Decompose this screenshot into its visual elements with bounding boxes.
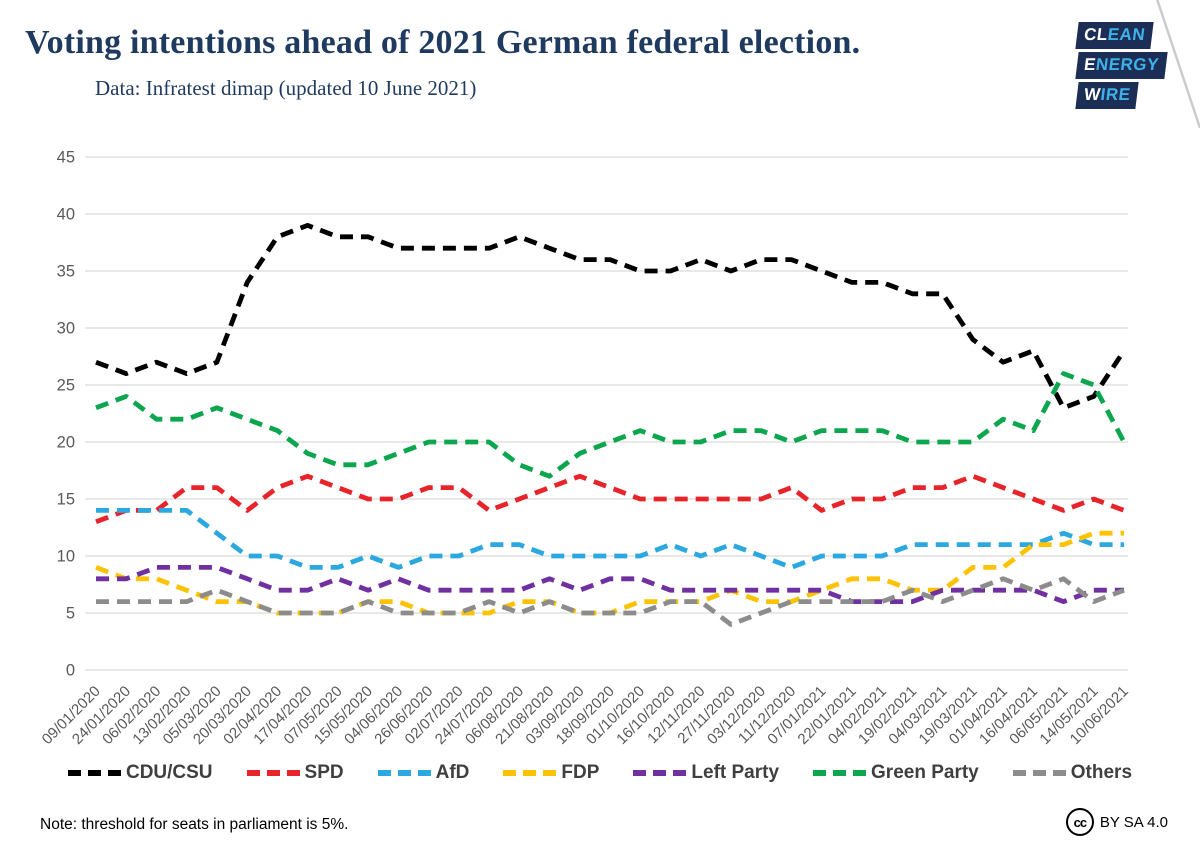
- legend-item-left-party: Left Party: [633, 762, 779, 784]
- page-title: Voting intentions ahead of 2021 German f…: [25, 24, 861, 61]
- legend-item-spd: SPD: [246, 762, 344, 784]
- y-tick-label: 25: [57, 377, 75, 395]
- logo-rest-letters: IRE: [1099, 85, 1132, 104]
- logo-line-2: WIRE: [1075, 82, 1140, 109]
- legend-dash-swatch: [1012, 770, 1069, 776]
- license-label: BY SA 4.0: [1099, 813, 1168, 831]
- creative-commons-icon: cc: [1065, 808, 1094, 836]
- legend-label: Green Party: [871, 762, 979, 783]
- y-tick-label: 5: [66, 605, 75, 623]
- series-line-afd: [96, 507, 1124, 570]
- y-tick-label: 40: [57, 206, 75, 224]
- legend-dash-swatch: [503, 770, 560, 776]
- logo-line-1: ENERGY: [1075, 52, 1168, 79]
- legend-label: Others: [1070, 762, 1133, 783]
- chart-legend: CDU/CSU SPD AfD FDP Left Party Green Party Oth…: [0, 762, 1200, 784]
- logo-rest-letters: EAN: [1106, 25, 1147, 44]
- logo-lead-letters: CL: [1083, 25, 1110, 44]
- line-chart: 0 5 10 15 20 25 30 35 40 45 09/01/2020 24/01/2020 06…: [0, 135, 1200, 765]
- legend-item-green-party: Green Party: [813, 762, 979, 784]
- y-tick-label: 0: [66, 662, 75, 680]
- y-tick-label: 30: [57, 320, 75, 338]
- legend-dash-swatch: [67, 770, 124, 776]
- legend-dash-swatch: [246, 770, 303, 776]
- clean-energy-wire-logo: CLEAN ENERGY WIRE: [1075, 22, 1168, 112]
- series-line-spd: [95, 473, 1125, 525]
- license-badge: cc BY SA 4.0: [1065, 808, 1168, 836]
- series-line-green-party: [95, 371, 1127, 479]
- y-tick-label: 20: [57, 434, 75, 452]
- series-line-left-party: [96, 564, 1124, 605]
- series-line-cdu-csu: [95, 223, 1127, 411]
- legend-dash-swatch: [813, 770, 870, 776]
- footnote: Note: threshold for seats in parliament …: [40, 816, 349, 833]
- legend-dash-swatch: [633, 770, 690, 776]
- page-subtitle: Data: Infratest dimap (updated 10 June 2…: [95, 76, 477, 100]
- line-chart-svg: 05101520253035404509/01/202024/01/202006…: [39, 149, 1132, 748]
- legend-label: SPD: [304, 762, 344, 783]
- legend-label: FDP: [561, 762, 600, 783]
- logo-line-0: CLEAN: [1075, 22, 1154, 49]
- legend-dash-swatch: [377, 770, 434, 776]
- y-tick-label: 15: [57, 491, 75, 509]
- legend-label: AfD: [435, 762, 470, 783]
- y-tick-label: 45: [57, 149, 75, 167]
- legend-item-afd: AfD: [377, 762, 470, 784]
- legend-item-fdp: FDP: [503, 762, 599, 784]
- legend-item-cdu-csu: CDU/CSU: [67, 762, 213, 784]
- y-tick-label: 10: [57, 548, 75, 566]
- series-line-others: [96, 576, 1125, 627]
- legend-label: CDU/CSU: [125, 762, 213, 783]
- legend-item-others: Others: [1012, 762, 1133, 784]
- logo-rest-letters: NERGY: [1094, 55, 1161, 74]
- legend-label: Left Party: [691, 762, 780, 783]
- y-tick-label: 35: [57, 263, 75, 281]
